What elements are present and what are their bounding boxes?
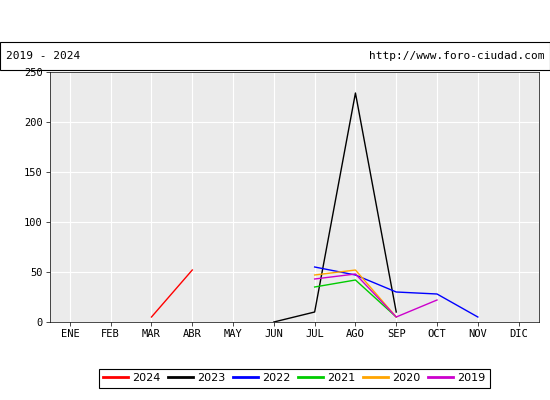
Text: 2019 - 2024: 2019 - 2024 xyxy=(6,51,80,61)
Text: Evolucion Nº Turistas Extranjeros en el municipio de Garrigoles: Evolucion Nº Turistas Extranjeros en el … xyxy=(23,14,527,28)
Legend: 2024, 2023, 2022, 2021, 2020, 2019: 2024, 2023, 2022, 2021, 2020, 2019 xyxy=(99,369,490,388)
Text: http://www.foro-ciudad.com: http://www.foro-ciudad.com xyxy=(369,51,544,61)
